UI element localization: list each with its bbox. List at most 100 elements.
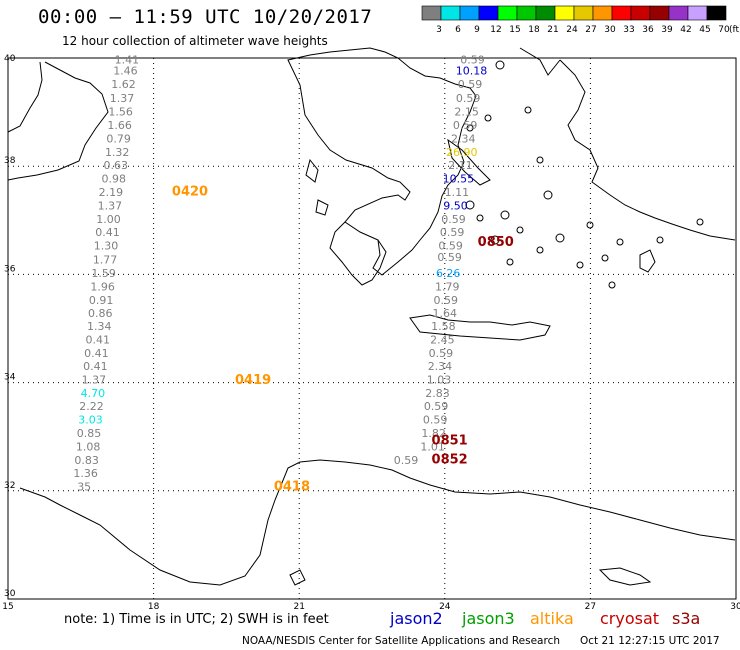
latitude-tick-label: 36 (4, 264, 16, 274)
wave-height-value: 0.41 (84, 347, 109, 360)
legend-tick-label: 30 (604, 25, 616, 35)
wave-height-value: 1.77 (93, 253, 118, 266)
wave-height-value: 0.59 (458, 78, 483, 91)
credit-line: NOAA/NESDIS Center for Satellite Applica… (242, 635, 560, 647)
wave-height-value: 0.83 (74, 454, 99, 467)
wave-height-value: 3.03 (78, 413, 103, 426)
longitude-tick-label: 24 (439, 602, 451, 610)
legend-tick-label: 21 (547, 25, 558, 35)
wave-height-value: 0.59 (460, 54, 485, 67)
wave-height-value: 0.59 (423, 413, 448, 426)
satellite-cryosat: cryosat (600, 609, 660, 628)
latitude-tick-label: 40 (4, 54, 16, 64)
legend-tick-label: 42 (680, 25, 691, 35)
wave-height-value: 1.11 (445, 186, 470, 199)
wave-height-value: 4.70 (81, 387, 106, 400)
axis-labels: 40 38 36 34 32 30 15 18 21 24 27 30 (2, 54, 740, 610)
pass-labels: 0420 0419 0418 0850 0851 0852 (172, 185, 514, 495)
wave-height-value: 0.59 (434, 294, 459, 307)
wave-height-value: 1.36 (73, 467, 98, 480)
wave-height-value: 1.37 (82, 373, 107, 386)
wave-height-value: 10.55 (443, 173, 475, 186)
wave-height-value: 1.46 (113, 64, 138, 77)
wave-height-value: 0.85 (77, 427, 102, 440)
legend-tick-label: 45 (699, 25, 710, 35)
wave-height-value: 2.11 (448, 159, 473, 172)
wave-height-value: 10.18 (456, 64, 488, 77)
pass-number-label: 0851 (432, 433, 468, 448)
longitude-tick-label: 15 (2, 602, 13, 610)
legend-tick-label: 70 (718, 25, 730, 35)
wave-height-value: 1.96 (90, 280, 115, 293)
wave-height-value: 1.34 (87, 320, 112, 333)
wave-height-value: 2.45 (430, 333, 455, 346)
wave-height-value: 1.37 (110, 92, 135, 105)
wave-height-value: 1.82 (421, 427, 446, 440)
wave-height-value: 1.62 (111, 78, 136, 91)
wave-height-value: 1.01 (420, 440, 445, 453)
wave-height-value: 35 (77, 480, 91, 493)
latitude-tick-label: 32 (4, 481, 15, 491)
wave-height-value: 0.59 (394, 454, 419, 467)
wave-height-value: 0.41 (86, 333, 111, 346)
longitude-tick-label: 18 (148, 602, 160, 610)
wave-height-value: 26.90 (446, 146, 478, 159)
wave-height-value: 1.56 (108, 106, 133, 119)
satellite-jason2: jason2 (390, 609, 443, 628)
wave-height-value: 0.59 (453, 119, 478, 132)
map-title: 00:00 – 11:59 UTC 10/20/2017 (38, 6, 373, 28)
wave-height-value: 0.91 (89, 294, 114, 307)
wave-height-value: 2.34 (451, 133, 476, 146)
legend-tick-label: 33 (623, 25, 634, 35)
wave-height-value: 2.19 (99, 186, 124, 199)
wave-height-value: 1.41 (115, 54, 140, 67)
wave-height-value: 2.15 (454, 106, 479, 119)
footer-note: note: 1) Time is in UTC; 2) SWH is in fe… (64, 612, 329, 627)
wave-height-value: 0.59 (438, 240, 463, 253)
wave-height-value: 0.59 (441, 213, 466, 226)
wave-height-value: 0.59 (440, 226, 465, 239)
pass-number-label: 0419 (235, 373, 271, 388)
wave-height-value: 0.59 (424, 400, 449, 413)
legend-tick-label: 39 (661, 25, 673, 35)
pass-number-label: 0850 (478, 235, 514, 250)
wave-height-value: 1.66 (107, 119, 132, 132)
wave-height-value: 2.22 (79, 400, 104, 413)
longitude-tick-label: 30 (730, 602, 740, 610)
satellite-s3a: s3a (672, 609, 701, 628)
wave-height-value: 1.37 (98, 200, 123, 213)
wave-height-value: 1.32 (105, 146, 130, 159)
legend-tick-label: 27 (585, 25, 596, 35)
longitude-tick-label: 21 (293, 602, 304, 610)
wave-height-value: 2.83 (425, 387, 450, 400)
legend-tick-label: 18 (528, 25, 540, 35)
wave-height-value: 9.50 (443, 200, 468, 213)
wave-height-value: 0.86 (88, 307, 113, 320)
legend-tick-label: 12 (490, 25, 501, 35)
latitude-tick-label: 30 (4, 589, 16, 599)
legend-tick-label: 15 (509, 25, 520, 35)
legend-tick-label: 36 (642, 25, 654, 35)
wave-height-value: 6.26 (436, 267, 461, 280)
wave-height-value: 1.03 (427, 373, 452, 386)
legend-tick-label: 9 (474, 25, 480, 35)
wave-height-value: 0.98 (102, 173, 127, 186)
latitude-tick-label: 38 (4, 156, 16, 166)
legend-tick-label: 24 (566, 25, 578, 35)
longitude-tick-label: 27 (585, 602, 596, 610)
wave-height-value: 1.58 (431, 320, 456, 333)
legend-tick-label: 6 (455, 25, 461, 35)
legend-unit: (ft) (729, 25, 740, 35)
wave-height-value: 1.79 (435, 280, 460, 293)
wave-height-value: 0.59 (456, 92, 481, 105)
satellite-jason3: jason3 (462, 609, 515, 628)
lat-lon-grid (8, 58, 736, 599)
wave-height-value: 1.59 (91, 267, 116, 280)
wave-height-value: 2.34 (428, 360, 453, 373)
coastlines (7, 47, 736, 586)
legend-tick-label: 3 (436, 25, 442, 35)
map-frame (7, 57, 737, 600)
wave-height-value: 0.63 (103, 159, 128, 172)
